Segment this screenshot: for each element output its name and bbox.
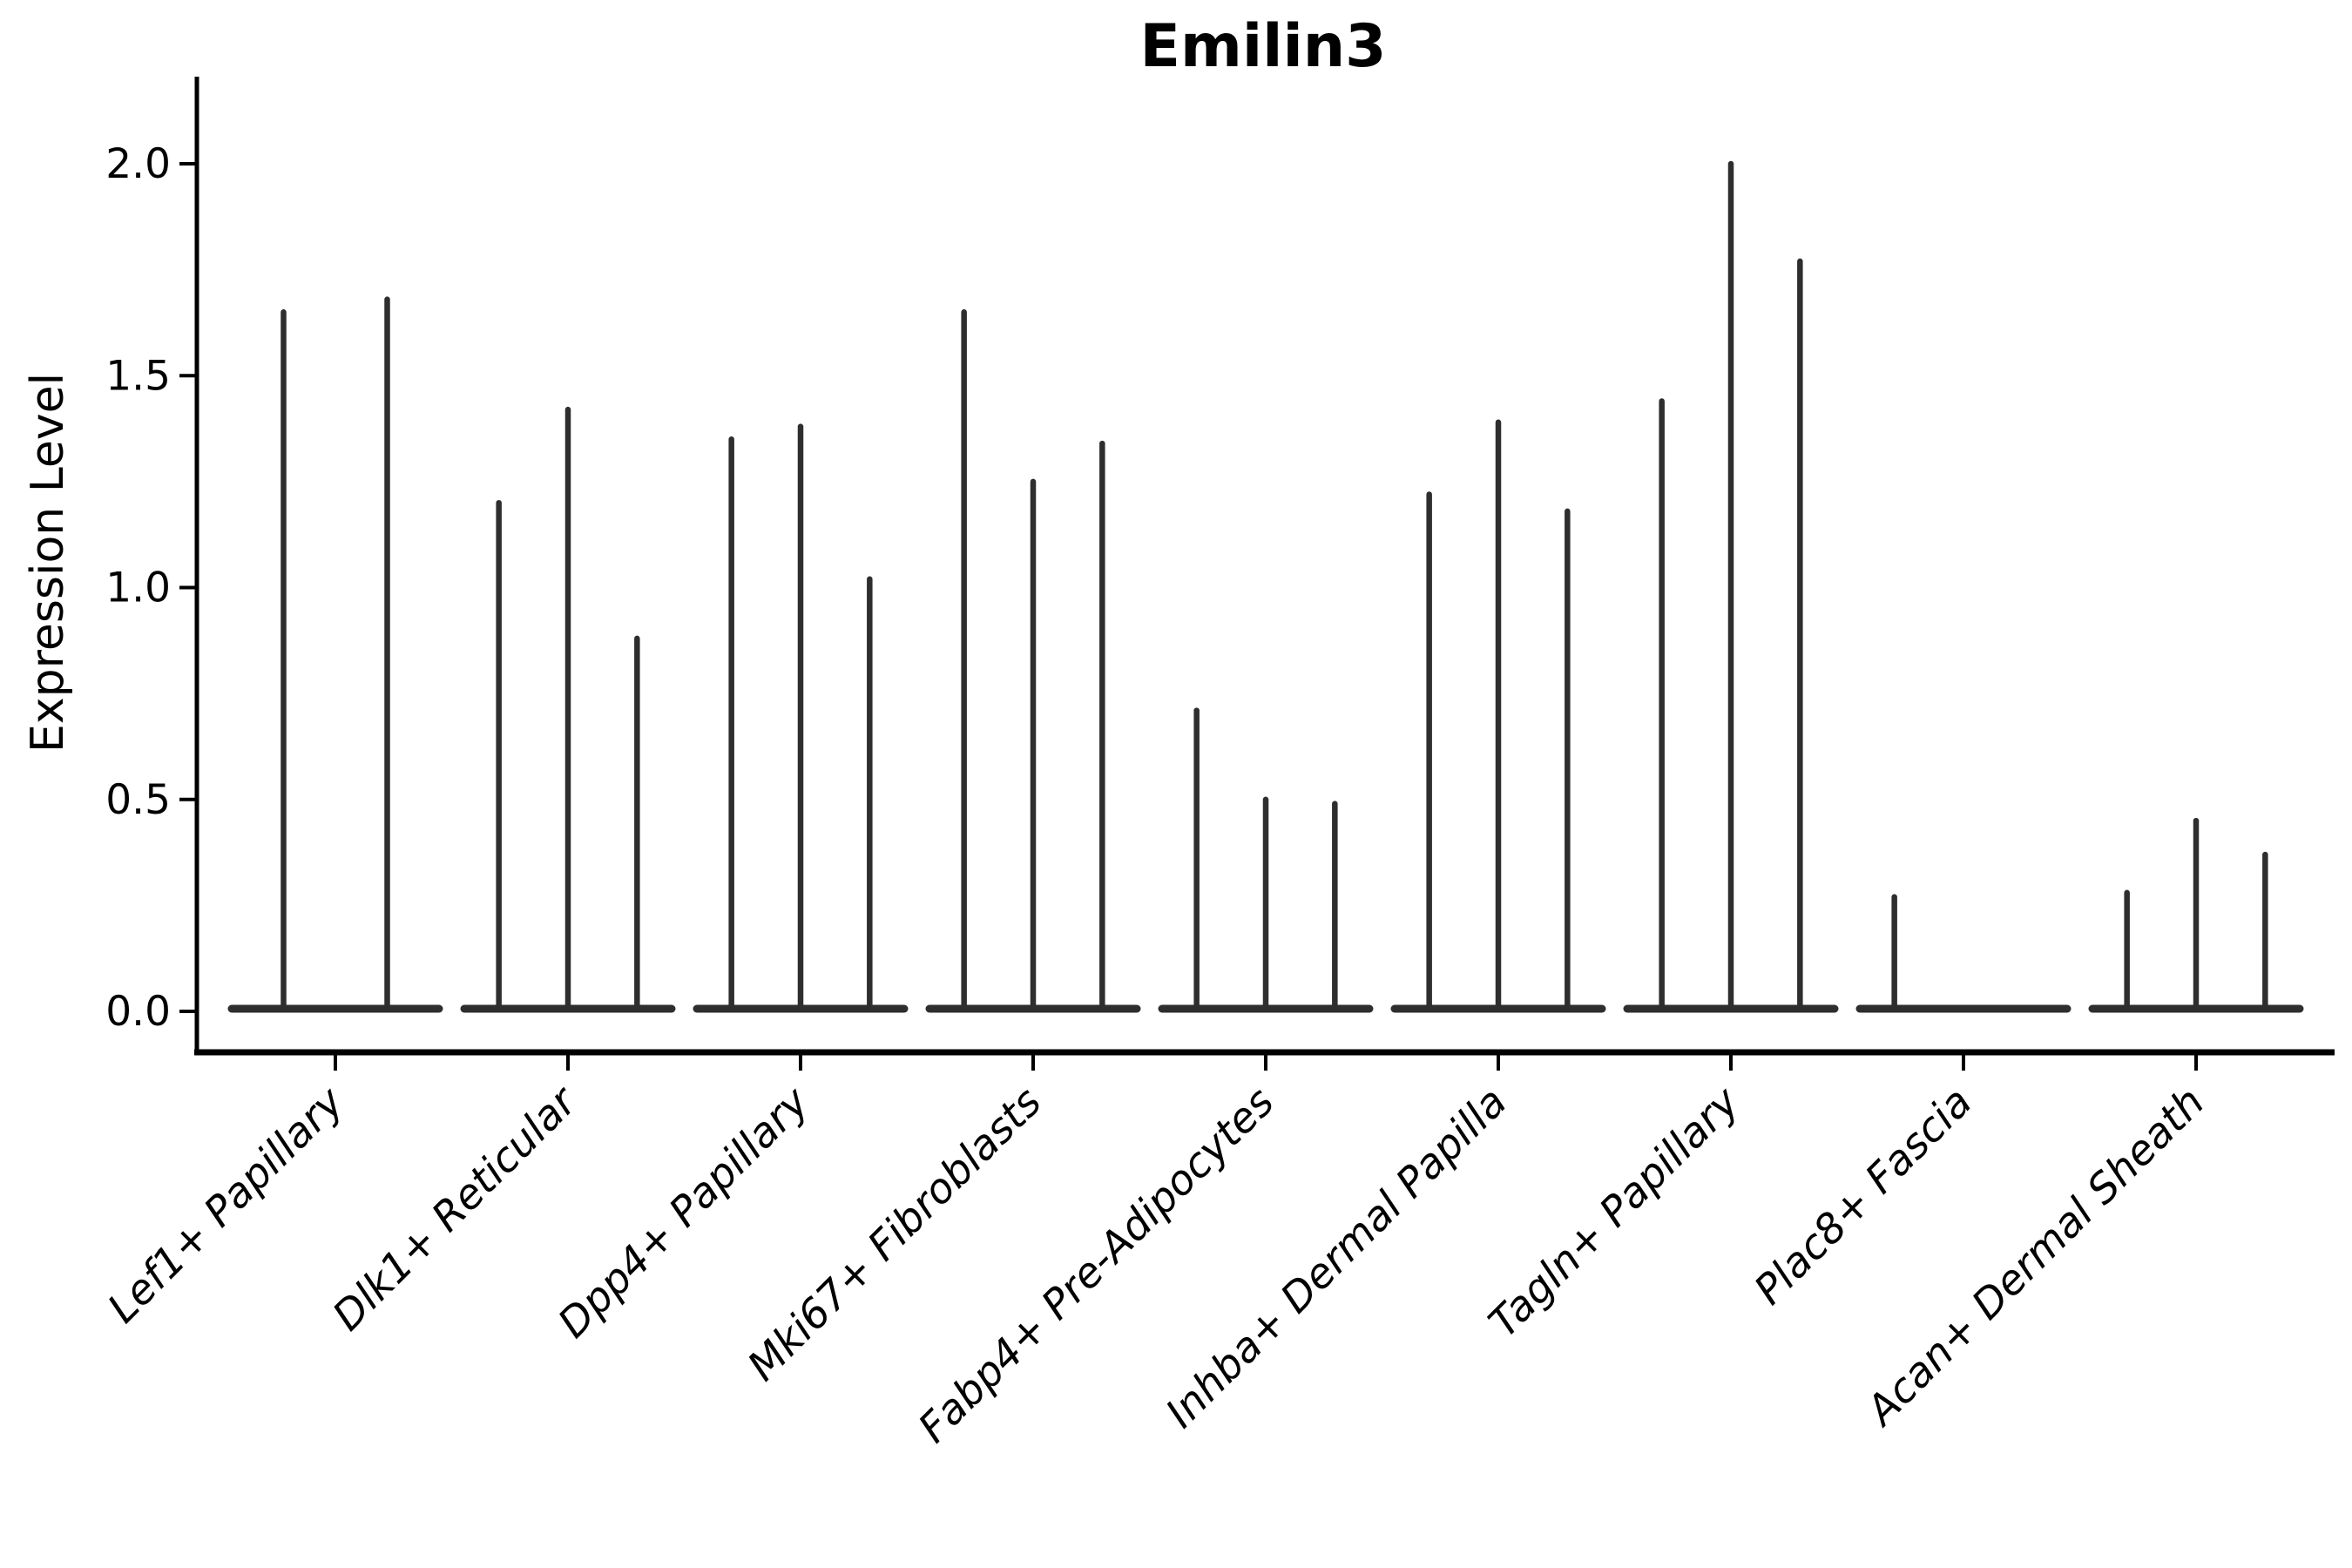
x-tick-label: Dpp4+ Papillary bbox=[549, 1078, 819, 1348]
x-tick-label: Dlk1+ Reticular bbox=[324, 1077, 588, 1341]
y-tick-label: 1.0 bbox=[105, 564, 171, 612]
y-axis-label: Expression Level bbox=[22, 373, 74, 753]
y-tick-label: 0.0 bbox=[105, 988, 171, 1036]
chart-title: Emilin3 bbox=[1140, 12, 1387, 81]
y-tick-label: 0.5 bbox=[105, 776, 171, 824]
x-tick-label: Plac8+ Fascia bbox=[1745, 1078, 1981, 1315]
x-tick-label: Lef1+ Papillary bbox=[98, 1078, 354, 1333]
y-tick-label: 2.0 bbox=[105, 140, 171, 188]
x-tick-label: Tagln+ Papillary bbox=[1480, 1078, 1750, 1348]
y-tick-label: 1.5 bbox=[105, 352, 171, 400]
